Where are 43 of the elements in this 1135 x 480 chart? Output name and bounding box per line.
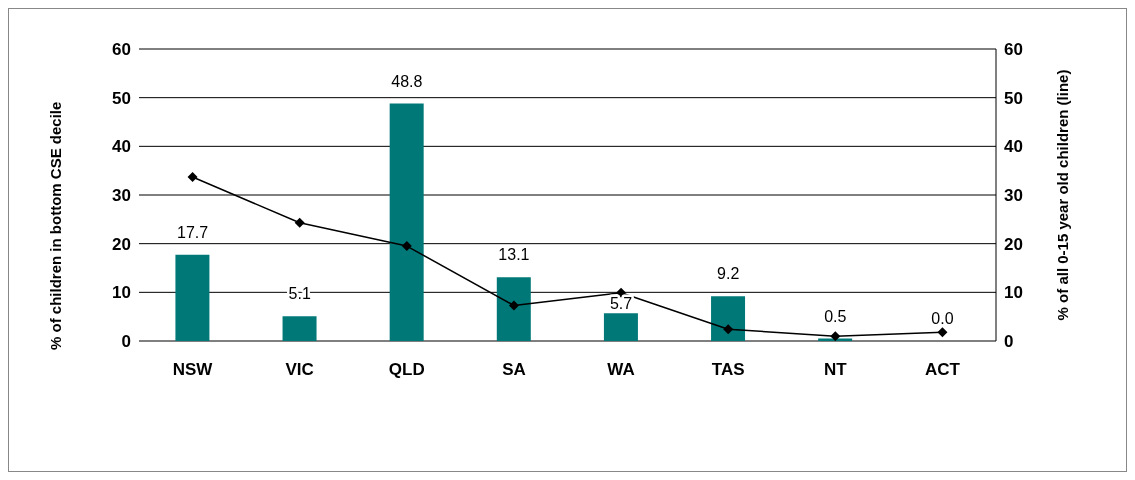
- x-tick-label: TAS: [711, 360, 745, 380]
- data-label: 9.2: [717, 265, 740, 283]
- x-tick-label: ACT: [924, 360, 961, 380]
- y2-tick-label: 50: [1004, 88, 1023, 108]
- point: [937, 327, 948, 338]
- data-label: 0.0: [931, 310, 954, 327]
- y2-tick-label: 0: [1004, 332, 1014, 352]
- data-label: 17.7: [176, 223, 209, 241]
- data-label: 48.8: [391, 72, 423, 90]
- y-tick-label: 40: [112, 137, 131, 157]
- point: [187, 171, 198, 182]
- data-label: 0.5: [824, 307, 847, 325]
- y2-tick-label: 20: [1004, 234, 1023, 254]
- data-label: 13.1: [498, 246, 530, 264]
- point: [508, 300, 519, 311]
- x-tick-label: WA: [607, 360, 635, 380]
- x-tick-label: VIC: [285, 360, 314, 380]
- y-tick-label: 20: [112, 234, 131, 254]
- bar: [603, 313, 638, 341]
- y2-tick-label: 40: [1004, 137, 1023, 157]
- point: [830, 331, 841, 341]
- y-tick-label: 60: [112, 40, 131, 60]
- bar: [711, 296, 746, 341]
- point: [723, 324, 734, 335]
- y2-tick-label: 30: [1004, 186, 1023, 206]
- y-tick-label: 0: [121, 332, 131, 352]
- y2-tick-label: 60: [1004, 40, 1023, 60]
- x-tick-label: NSW: [172, 360, 214, 380]
- y2-axis-title: % of all 0-15 year old children (line): [1054, 69, 1072, 321]
- x-tick-label: NT: [823, 360, 848, 380]
- y-tick-label: 50: [112, 88, 131, 108]
- x-tick-label: QLD: [388, 360, 425, 380]
- y2-tick-label: 10: [1004, 283, 1023, 303]
- y-tick-label: 30: [112, 186, 131, 206]
- y-axis-title: % of children in bottom CSE decile: [47, 101, 65, 350]
- bar: [389, 103, 424, 341]
- point: [401, 241, 412, 252]
- data-label: 5.7: [609, 295, 633, 313]
- y-tick-label: 10: [112, 283, 131, 303]
- x-tick-label: SA: [502, 360, 526, 380]
- bar: [282, 316, 317, 341]
- bar: [175, 254, 210, 341]
- bar: [496, 277, 531, 341]
